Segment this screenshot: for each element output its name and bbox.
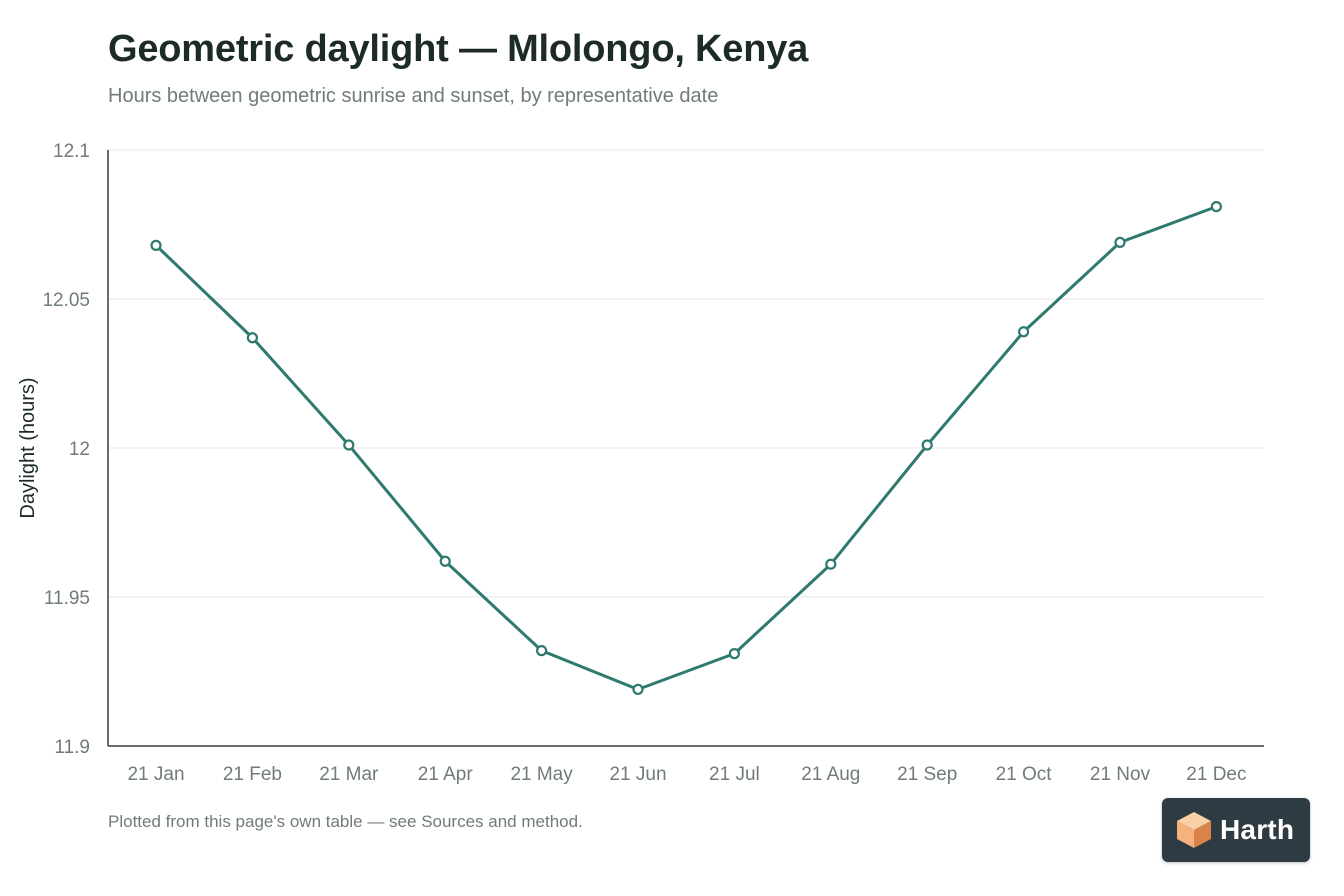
data-point[interactable] [632,683,644,695]
x-tick-label: 21 Dec [1186,764,1246,785]
y-tick-label: 11.9 [54,737,90,758]
cube-logo-icon [1177,812,1211,848]
data-point[interactable] [246,332,258,344]
data-point[interactable] [728,648,741,660]
y-axis-title: Daylight (hours) [17,377,39,518]
data-point[interactable] [150,239,162,251]
data-point[interactable] [921,439,933,451]
y-tick-label: 12.1 [53,141,90,162]
x-tick-labels: 21 Jan 21 Feb 21 Mar 21 Apr 21 May 21 Jun 21 J… [127,764,1246,785]
footnote: Plotted from this page's own table — see… [108,812,583,831]
y-tick-label: 12.05 [42,290,90,311]
data-point[interactable] [343,439,355,451]
data-point[interactable] [1210,201,1223,213]
x-tick-label: 21 Apr [418,764,474,785]
data-point[interactable] [1114,236,1126,248]
x-tick-label: 21 Jul [709,764,760,785]
x-tick-label: 21 Nov [1090,764,1151,785]
chart-subtitle: Hours between geometric sunrise and suns… [108,85,719,107]
data-point[interactable] [825,558,837,570]
brand-name: Harth [1220,814,1295,845]
x-tick-label: 21 Mar [319,764,379,785]
series-daylight [150,201,1223,695]
x-tick-label: 21 Sep [897,764,957,785]
x-tick-label: 21 Feb [223,764,282,785]
x-tick-label: 21 Jun [609,764,666,785]
data-point[interactable] [535,645,548,657]
axes [107,150,1264,747]
x-tick-label: 21 Jan [127,764,184,785]
gridlines [108,149,1264,598]
x-tick-label: 21 Aug [801,764,860,785]
brand-badge[interactable]: Harth [1162,798,1310,862]
data-point[interactable] [439,555,451,567]
y-tick-label: 12 [69,439,90,460]
chart-title: Geometric daylight — Mlolongo, Kenya [108,28,809,70]
series-line [154,205,1218,691]
x-tick-label: 21 Oct [996,764,1053,785]
y-tick-labels: 11.9 11.95 12 12.05 12.1 [42,141,90,758]
y-tick-label: 11.95 [44,588,90,609]
x-tick-label: 21 May [510,764,573,785]
data-point[interactable] [1017,326,1030,338]
